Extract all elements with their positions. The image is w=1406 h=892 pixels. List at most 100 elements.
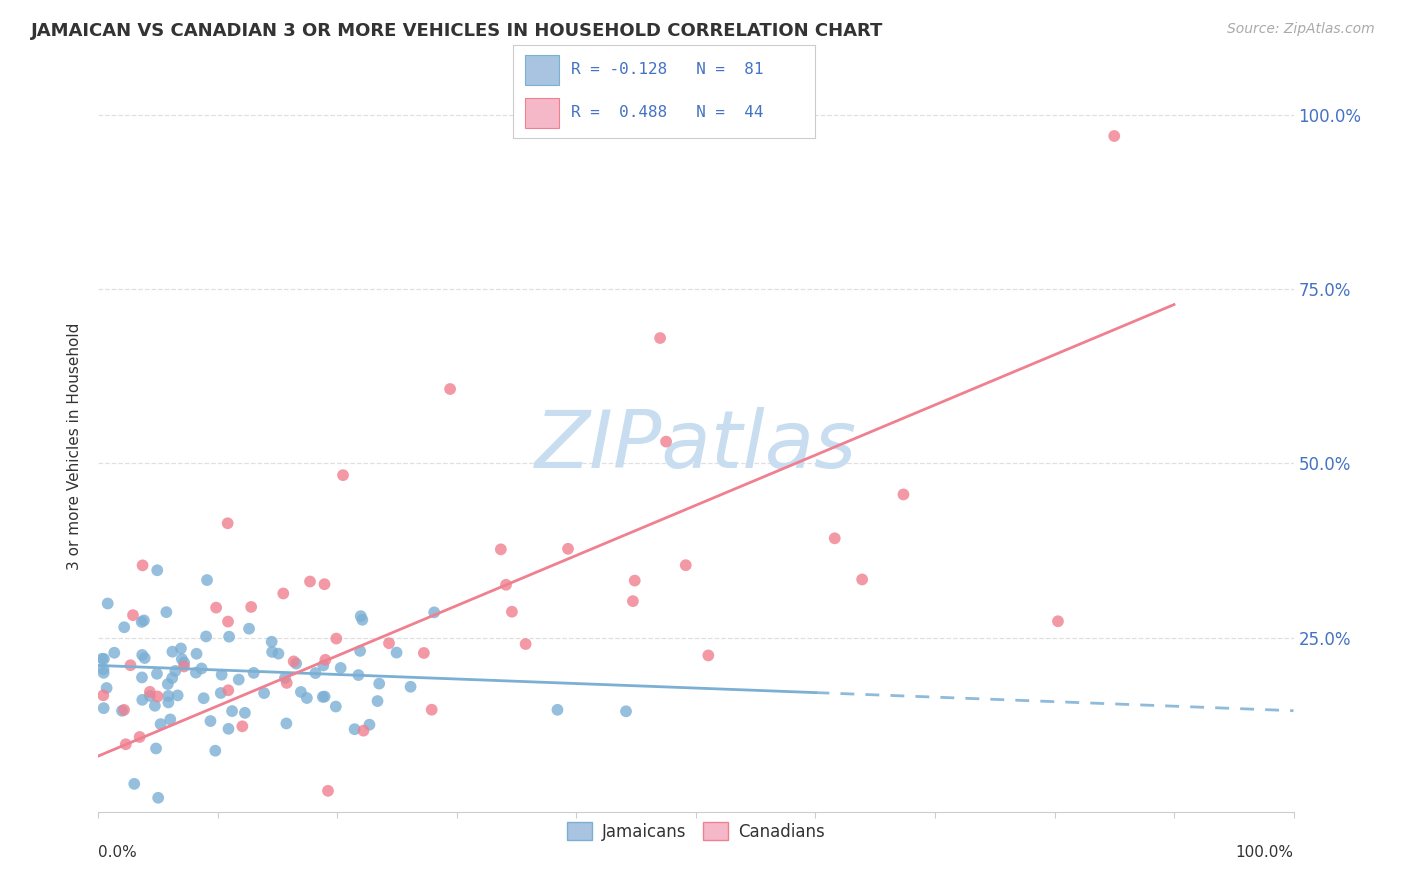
Point <box>165 664 187 678</box>
Point <box>170 641 193 656</box>
Point <box>159 713 181 727</box>
Legend: Jamaicans, Canadians: Jamaicans, Canadians <box>561 816 831 847</box>
Point <box>359 717 381 731</box>
Point <box>655 434 678 449</box>
Point <box>122 608 145 623</box>
Point <box>314 653 336 667</box>
Point <box>131 693 153 707</box>
Point <box>412 646 434 660</box>
Point <box>271 586 294 600</box>
Point <box>146 563 169 577</box>
Point <box>93 652 115 666</box>
Point <box>233 706 256 720</box>
Point <box>112 620 135 634</box>
Point <box>190 661 212 675</box>
Text: Source: ZipAtlas.com: Source: ZipAtlas.com <box>1227 22 1375 37</box>
Point <box>111 704 134 718</box>
Point <box>623 574 645 588</box>
Point <box>195 629 218 643</box>
Point <box>134 651 156 665</box>
Point <box>851 573 873 587</box>
Point <box>184 665 207 680</box>
Point <box>824 531 846 545</box>
Point <box>515 637 537 651</box>
Point <box>209 686 232 700</box>
Point <box>112 703 135 717</box>
Point <box>295 691 318 706</box>
Point <box>420 703 443 717</box>
Point <box>97 597 120 611</box>
Point <box>93 701 115 715</box>
Point <box>173 659 195 673</box>
Point <box>621 594 644 608</box>
Point <box>298 574 321 589</box>
Point <box>132 614 155 628</box>
Point <box>221 704 243 718</box>
Point <box>124 777 146 791</box>
Point <box>325 699 347 714</box>
Text: JAMAICAN VS CANADIAN 3 OR MORE VEHICLES IN HOUSEHOLD CORRELATION CHART: JAMAICAN VS CANADIAN 3 OR MORE VEHICLES … <box>31 22 883 40</box>
Point <box>114 737 136 751</box>
Text: 100.0%: 100.0% <box>1236 845 1294 860</box>
Bar <box>526 98 558 128</box>
Point <box>186 647 208 661</box>
Point <box>157 695 180 709</box>
Point <box>439 382 461 396</box>
Point <box>217 516 239 531</box>
Point <box>332 468 354 483</box>
Point <box>675 558 697 573</box>
Point <box>343 722 366 736</box>
Text: ZIPatlas: ZIPatlas <box>534 407 858 485</box>
Point <box>349 644 371 658</box>
Point <box>329 661 352 675</box>
Point <box>557 541 579 556</box>
Point <box>131 648 153 662</box>
Point <box>120 658 142 673</box>
Point <box>131 558 153 573</box>
Point <box>149 717 172 731</box>
Text: R =  0.488   N =  44: R = 0.488 N = 44 <box>571 105 763 120</box>
Point <box>314 690 336 704</box>
Point <box>139 689 162 703</box>
Point <box>143 698 166 713</box>
Point <box>146 690 169 704</box>
Point <box>240 599 263 614</box>
Point <box>325 632 347 646</box>
Point <box>139 685 162 699</box>
Point <box>276 716 298 731</box>
Point <box>228 673 250 687</box>
Point <box>312 658 335 673</box>
Point <box>103 646 125 660</box>
Point <box>312 690 335 704</box>
Point <box>131 615 153 629</box>
Point <box>253 686 276 700</box>
Point <box>193 691 215 706</box>
Point <box>200 714 222 728</box>
Point <box>399 680 422 694</box>
Point <box>166 689 188 703</box>
Point <box>260 634 283 648</box>
Point <box>218 722 240 736</box>
Point <box>285 657 308 671</box>
Point <box>697 648 720 663</box>
Point <box>170 652 193 666</box>
Point <box>205 600 228 615</box>
Point <box>93 662 115 676</box>
Point <box>650 331 672 345</box>
Point <box>231 719 253 733</box>
Point <box>501 605 523 619</box>
Point <box>267 647 290 661</box>
Point <box>350 609 373 624</box>
Point <box>893 487 915 501</box>
Point <box>238 622 260 636</box>
Point <box>218 630 240 644</box>
Point <box>173 656 195 670</box>
Point <box>353 723 375 738</box>
Point <box>489 542 512 557</box>
Point <box>378 636 401 650</box>
Point <box>93 665 115 680</box>
Point <box>423 606 446 620</box>
Point <box>242 665 264 680</box>
Point <box>347 668 370 682</box>
Point <box>96 681 118 695</box>
